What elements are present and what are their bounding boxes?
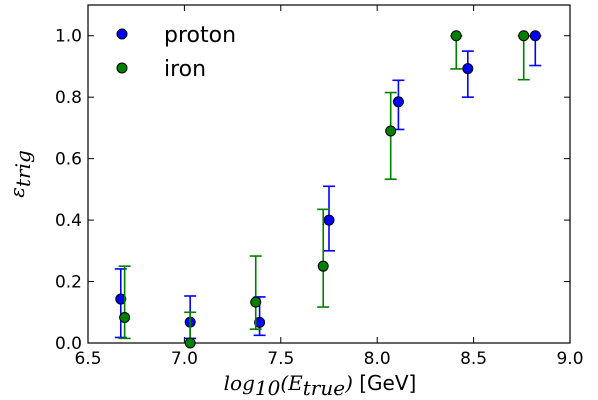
y-ticks: 0.0 0.2 0.4 0.6 0.8 1.0 <box>55 27 570 354</box>
legend: proton iron <box>116 23 236 82</box>
x-axis-label: log10(Etrue) [GeV] <box>224 371 417 400</box>
y-tick-label: 0.6 <box>55 150 82 170</box>
y-tick-label: 0.8 <box>55 88 82 108</box>
plot-frame <box>87 4 571 344</box>
y-tick-label: 1.0 <box>55 27 82 47</box>
proton-point <box>392 96 404 108</box>
x-tick-label: 8.0 <box>364 349 391 369</box>
proton-point <box>254 316 266 328</box>
iron-point <box>250 296 262 308</box>
x-tick-label: 8.5 <box>460 349 487 369</box>
iron-point <box>385 125 397 137</box>
legend-marker-iron <box>116 62 128 74</box>
legend-marker-proton <box>116 28 128 40</box>
y-tick-label: 0.0 <box>55 334 82 354</box>
iron-point <box>119 311 131 323</box>
iron-point <box>450 30 462 42</box>
series-layer <box>114 30 542 349</box>
proton-point <box>529 30 541 42</box>
legend-label-iron: iron <box>164 57 206 82</box>
legend-label-proton: proton <box>164 23 236 48</box>
x-tick-label: 6.5 <box>74 349 101 369</box>
y-axis-label: εtrig <box>5 150 35 198</box>
proton-point <box>115 293 127 305</box>
proton-point <box>323 214 335 226</box>
series-iron <box>118 30 530 349</box>
iron-point <box>317 260 329 272</box>
x-tick-label: 7.0 <box>171 349 198 369</box>
proton-point <box>462 63 474 75</box>
iron-point <box>184 337 196 349</box>
x-ticks: 6.5 7.0 7.5 8.0 8.5 9.0 <box>74 5 584 369</box>
y-tick-label: 0.4 <box>55 211 82 231</box>
x-tick-label: 9.0 <box>556 349 583 369</box>
iron-point <box>518 30 530 42</box>
y-tick-label: 0.2 <box>55 273 82 293</box>
x-tick-label: 7.5 <box>267 349 294 369</box>
